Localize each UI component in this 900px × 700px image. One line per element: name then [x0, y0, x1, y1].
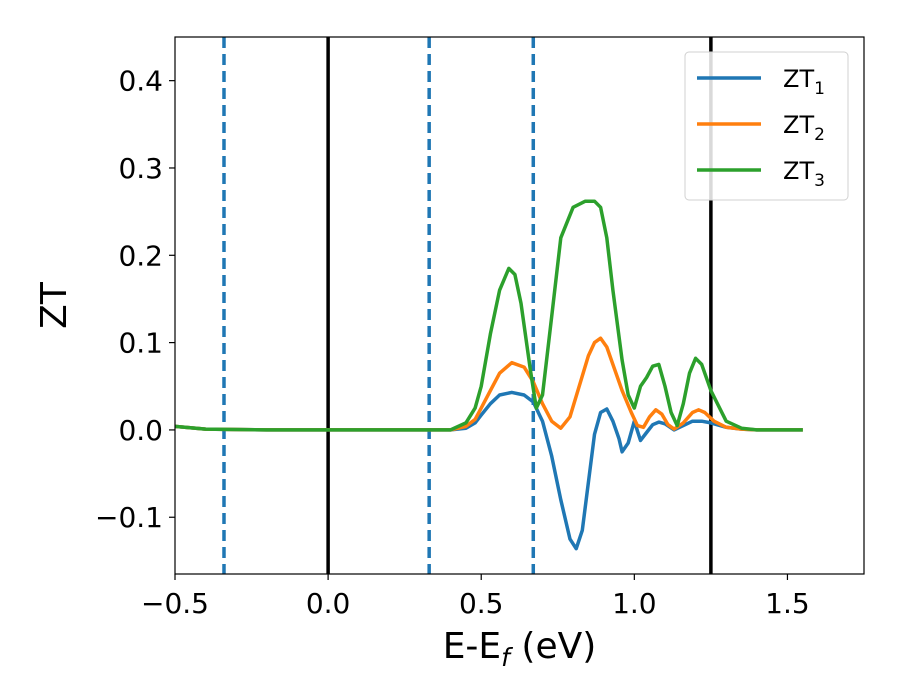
y-tick-label: 0.0 — [118, 414, 163, 447]
y-axis-ticks: −0.1 0.0 0.1 0.2 0.3 0.4 — [95, 65, 175, 534]
x-tick-label: 1.0 — [612, 587, 657, 620]
legend-label-zt3: ZT3 — [783, 157, 825, 191]
legend-box — [684, 51, 849, 201]
series-lines — [174, 199, 803, 551]
y-tick-label: −0.1 — [95, 501, 163, 534]
x-axis-ticks: −0.5 0.0 0.5 1.0 1.5 — [141, 574, 810, 620]
x-axis-label: E-Ef (eV) — [443, 626, 597, 672]
x-tick-label: −0.5 — [141, 587, 209, 620]
y-tick-label: 0.3 — [118, 152, 163, 185]
legend-label-zt2: ZT2 — [783, 111, 825, 145]
x-tick-label: 0.0 — [306, 587, 351, 620]
plot-frame — [174, 36, 865, 575]
x-tick-label: 1.5 — [765, 587, 810, 620]
legend: ZT1 ZT2 ZT3 — [684, 51, 849, 201]
legend-label-zt1: ZT1 — [783, 65, 825, 99]
series-line-zt2 — [174, 336, 803, 432]
y-tick-label: 0.2 — [118, 239, 163, 272]
y-tick-label: 0.1 — [118, 327, 163, 360]
series-line-zt1 — [174, 390, 803, 551]
y-tick-label: 0.4 — [118, 65, 163, 98]
y-axis-label: ZT — [34, 281, 75, 329]
series-line-zt3 — [174, 199, 803, 432]
reference-lines — [222, 37, 713, 574]
x-tick-label: 0.5 — [459, 587, 504, 620]
